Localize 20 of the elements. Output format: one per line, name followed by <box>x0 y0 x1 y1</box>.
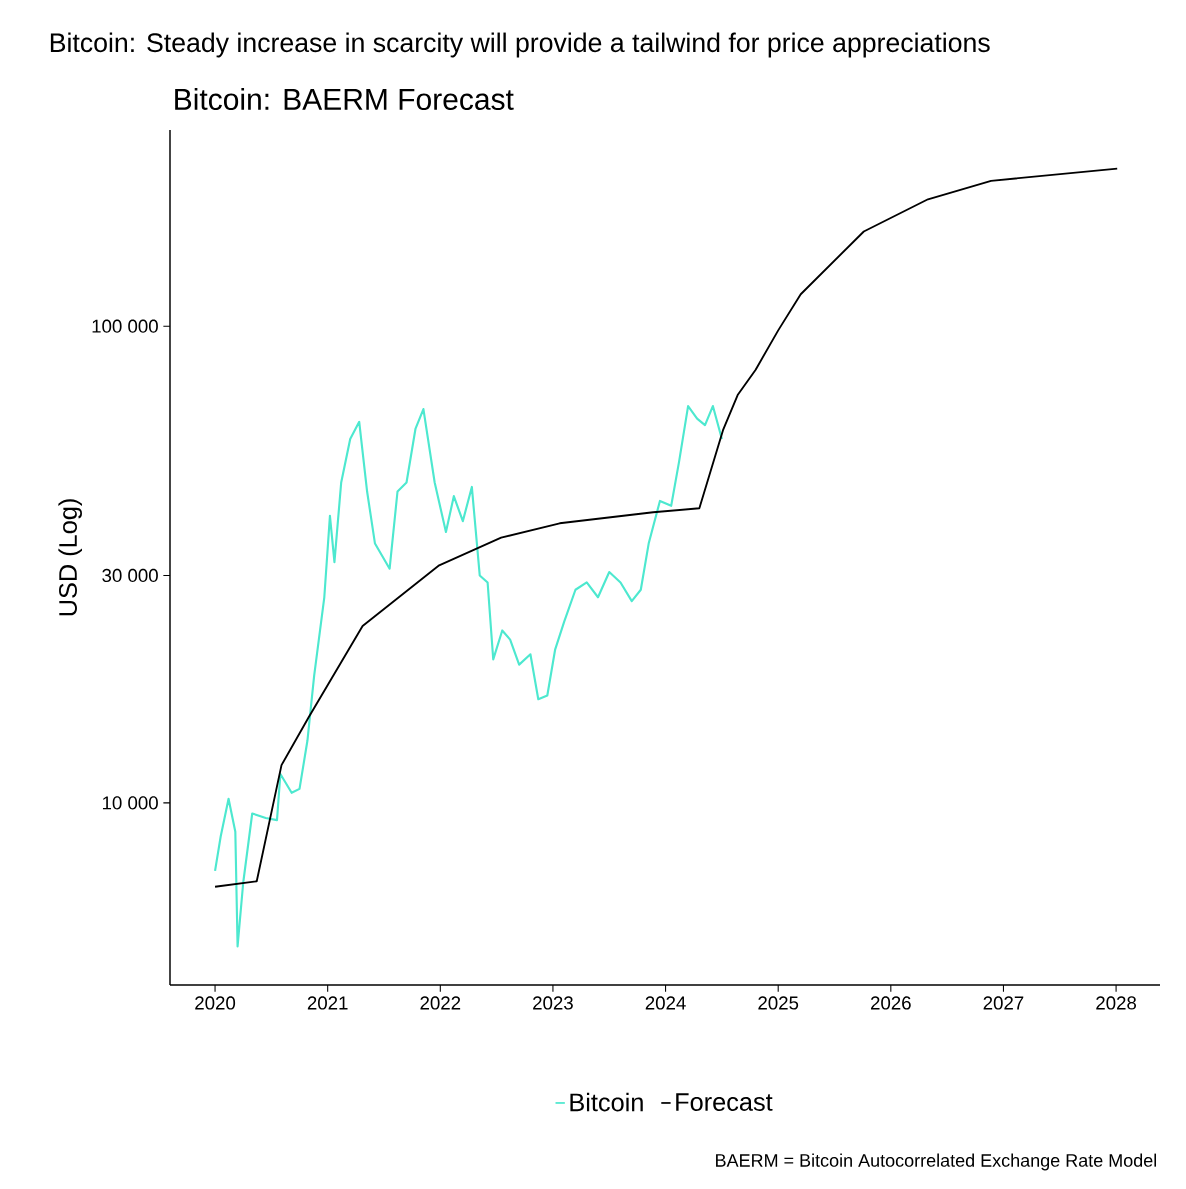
y-tick-label: 30 000 <box>102 568 158 583</box>
chart-title: Bitcoin: Steady increase in scarcity will provide a tailwind for price appreciations <box>50 32 990 58</box>
x-tick-label: 2023 <box>533 996 573 1010</box>
legend-label: Forecast <box>676 1093 773 1111</box>
x-tick-label: 2025 <box>758 996 799 1010</box>
x-tick-label: 2027 <box>983 996 1024 1010</box>
chart-subtitle: Bitcoin: BAERM Forecast <box>175 87 514 110</box>
y-tick-label: 10 000 <box>102 796 158 810</box>
x-tick-label: 2026 <box>871 996 911 1010</box>
x-tick-label: 2022 <box>420 996 461 1010</box>
legend-label: Bitcoin <box>570 1092 643 1112</box>
y-axis-title: USD (Log) <box>58 499 82 616</box>
y-tick-label: 100 000 <box>92 319 158 333</box>
line-series <box>214 167 1119 888</box>
x-tick-label: 2028 <box>1096 996 1137 1010</box>
x-tick-label: 2021 <box>307 996 348 1010</box>
x-tick-label: 2024 <box>645 996 686 1010</box>
x-tick-label: 2020 <box>195 996 236 1010</box>
text: BAERM = Bitcoin Autocorrelated Exchange Rate Model <box>716 1153 1157 1171</box>
line-series <box>213 404 723 948</box>
